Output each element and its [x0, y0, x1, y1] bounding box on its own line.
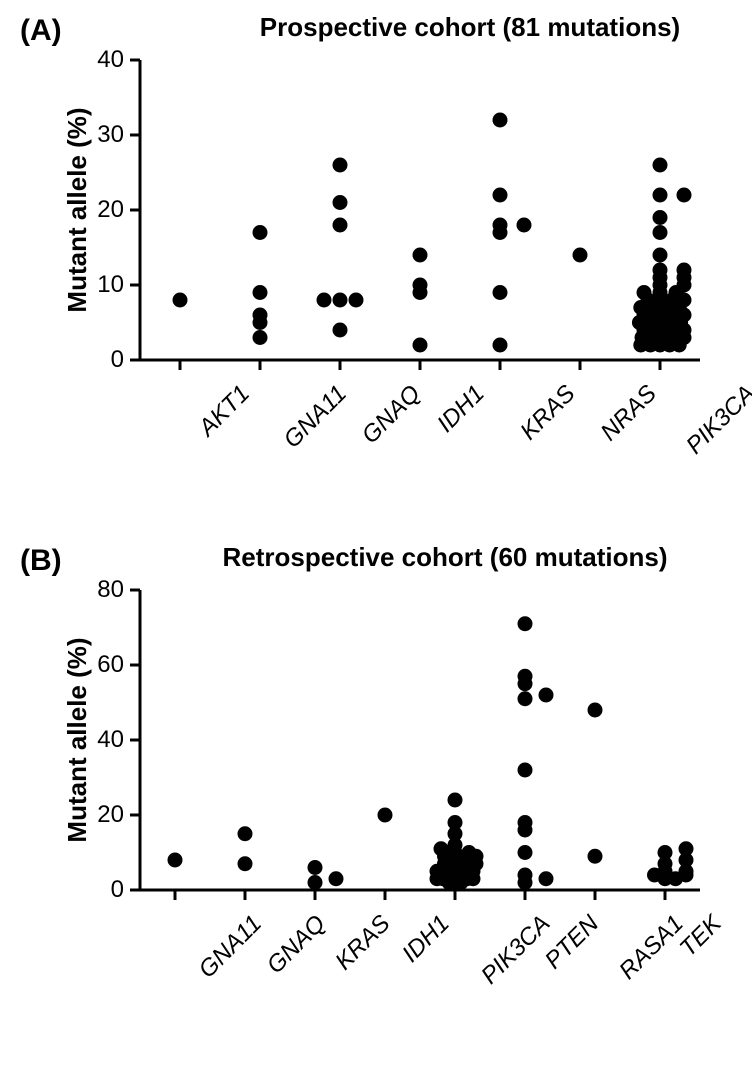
panel-a-label: (A) — [20, 14, 62, 48]
panel-b-title: Retrospective cohort (60 mutations) — [165, 542, 725, 573]
xtick-label: RASA1 — [614, 910, 689, 985]
data-point — [677, 188, 692, 203]
ytick-label: 10 — [84, 271, 124, 299]
data-point — [637, 285, 652, 300]
data-point — [413, 278, 428, 293]
data-point — [173, 293, 188, 308]
xtick-label: PIK3CA — [681, 380, 752, 460]
data-point — [308, 860, 323, 875]
data-point — [253, 330, 268, 345]
data-point — [493, 218, 508, 233]
panel-b: (B) Retrospective cohort (60 mutations) … — [0, 530, 752, 1070]
data-point — [653, 158, 668, 173]
data-point — [653, 188, 668, 203]
data-point — [539, 688, 554, 703]
data-point — [518, 669, 533, 684]
ytick-label: 60 — [84, 651, 124, 679]
xtick-label: NRAS — [596, 380, 663, 447]
data-point — [333, 158, 348, 173]
xtick-label: GNAQ — [357, 380, 427, 450]
data-point — [333, 293, 348, 308]
data-point — [238, 856, 253, 871]
xtick-label: GNA11 — [279, 380, 353, 454]
data-point — [168, 853, 183, 868]
data-point — [493, 113, 508, 128]
data-point — [658, 845, 673, 860]
panel-a-title: Prospective cohort (81 mutations) — [200, 12, 740, 43]
data-point — [329, 871, 344, 886]
ytick-label: 20 — [84, 801, 124, 829]
panel-a-plot — [140, 60, 700, 360]
data-point — [518, 691, 533, 706]
data-point — [378, 808, 393, 823]
data-point — [653, 225, 668, 240]
data-point — [517, 218, 532, 233]
data-point — [677, 263, 692, 278]
data-point — [653, 263, 668, 278]
data-point — [493, 338, 508, 353]
ytick-label: 0 — [84, 346, 124, 374]
data-point — [493, 188, 508, 203]
data-point — [413, 248, 428, 263]
data-point — [333, 195, 348, 210]
data-point — [518, 616, 533, 631]
data-point — [518, 815, 533, 830]
data-point — [518, 763, 533, 778]
data-point — [462, 845, 477, 860]
panel-a: (A) Prospective cohort (81 mutations) Mu… — [0, 0, 752, 540]
data-point — [349, 293, 364, 308]
data-point — [493, 285, 508, 300]
xtick-label: AKT1 — [194, 380, 256, 442]
xtick-label: PTEN — [540, 910, 605, 975]
data-point — [253, 225, 268, 240]
ytick-label: 80 — [84, 576, 124, 604]
data-point — [317, 293, 332, 308]
data-point — [573, 248, 588, 263]
data-point — [333, 218, 348, 233]
xtick-label: KRAS — [330, 910, 396, 976]
data-point — [308, 875, 323, 890]
panel-a-svg — [140, 60, 700, 360]
data-point — [333, 323, 348, 338]
data-point — [413, 338, 428, 353]
data-point — [448, 793, 463, 808]
ytick-label: 0 — [84, 876, 124, 904]
data-point — [448, 815, 463, 830]
data-point — [518, 868, 533, 883]
xtick-label: KRAS — [515, 380, 581, 446]
data-point — [653, 248, 668, 263]
ytick-label: 20 — [84, 196, 124, 224]
data-point — [653, 210, 668, 225]
panel-b-label: (B) — [20, 544, 62, 578]
panel-b-plot — [140, 590, 700, 890]
data-point — [518, 845, 533, 860]
xtick-label: IDH1 — [432, 380, 490, 438]
xtick-label: GNA11 — [194, 910, 268, 984]
data-point — [253, 285, 268, 300]
ytick-label: 30 — [84, 121, 124, 149]
ytick-label: 40 — [84, 46, 124, 74]
ytick-label: 40 — [84, 726, 124, 754]
data-point — [588, 703, 603, 718]
data-point — [679, 841, 694, 856]
data-point — [539, 871, 554, 886]
data-point — [434, 841, 449, 856]
data-point — [238, 826, 253, 841]
data-point — [253, 308, 268, 323]
figure-root: (A) Prospective cohort (81 mutations) Mu… — [0, 0, 752, 1064]
xtick-label: TEK — [675, 910, 728, 963]
xtick-label: IDH1 — [397, 910, 455, 968]
data-point — [588, 849, 603, 864]
xtick-label: GNAQ — [262, 910, 332, 980]
panel-b-svg — [140, 590, 700, 890]
